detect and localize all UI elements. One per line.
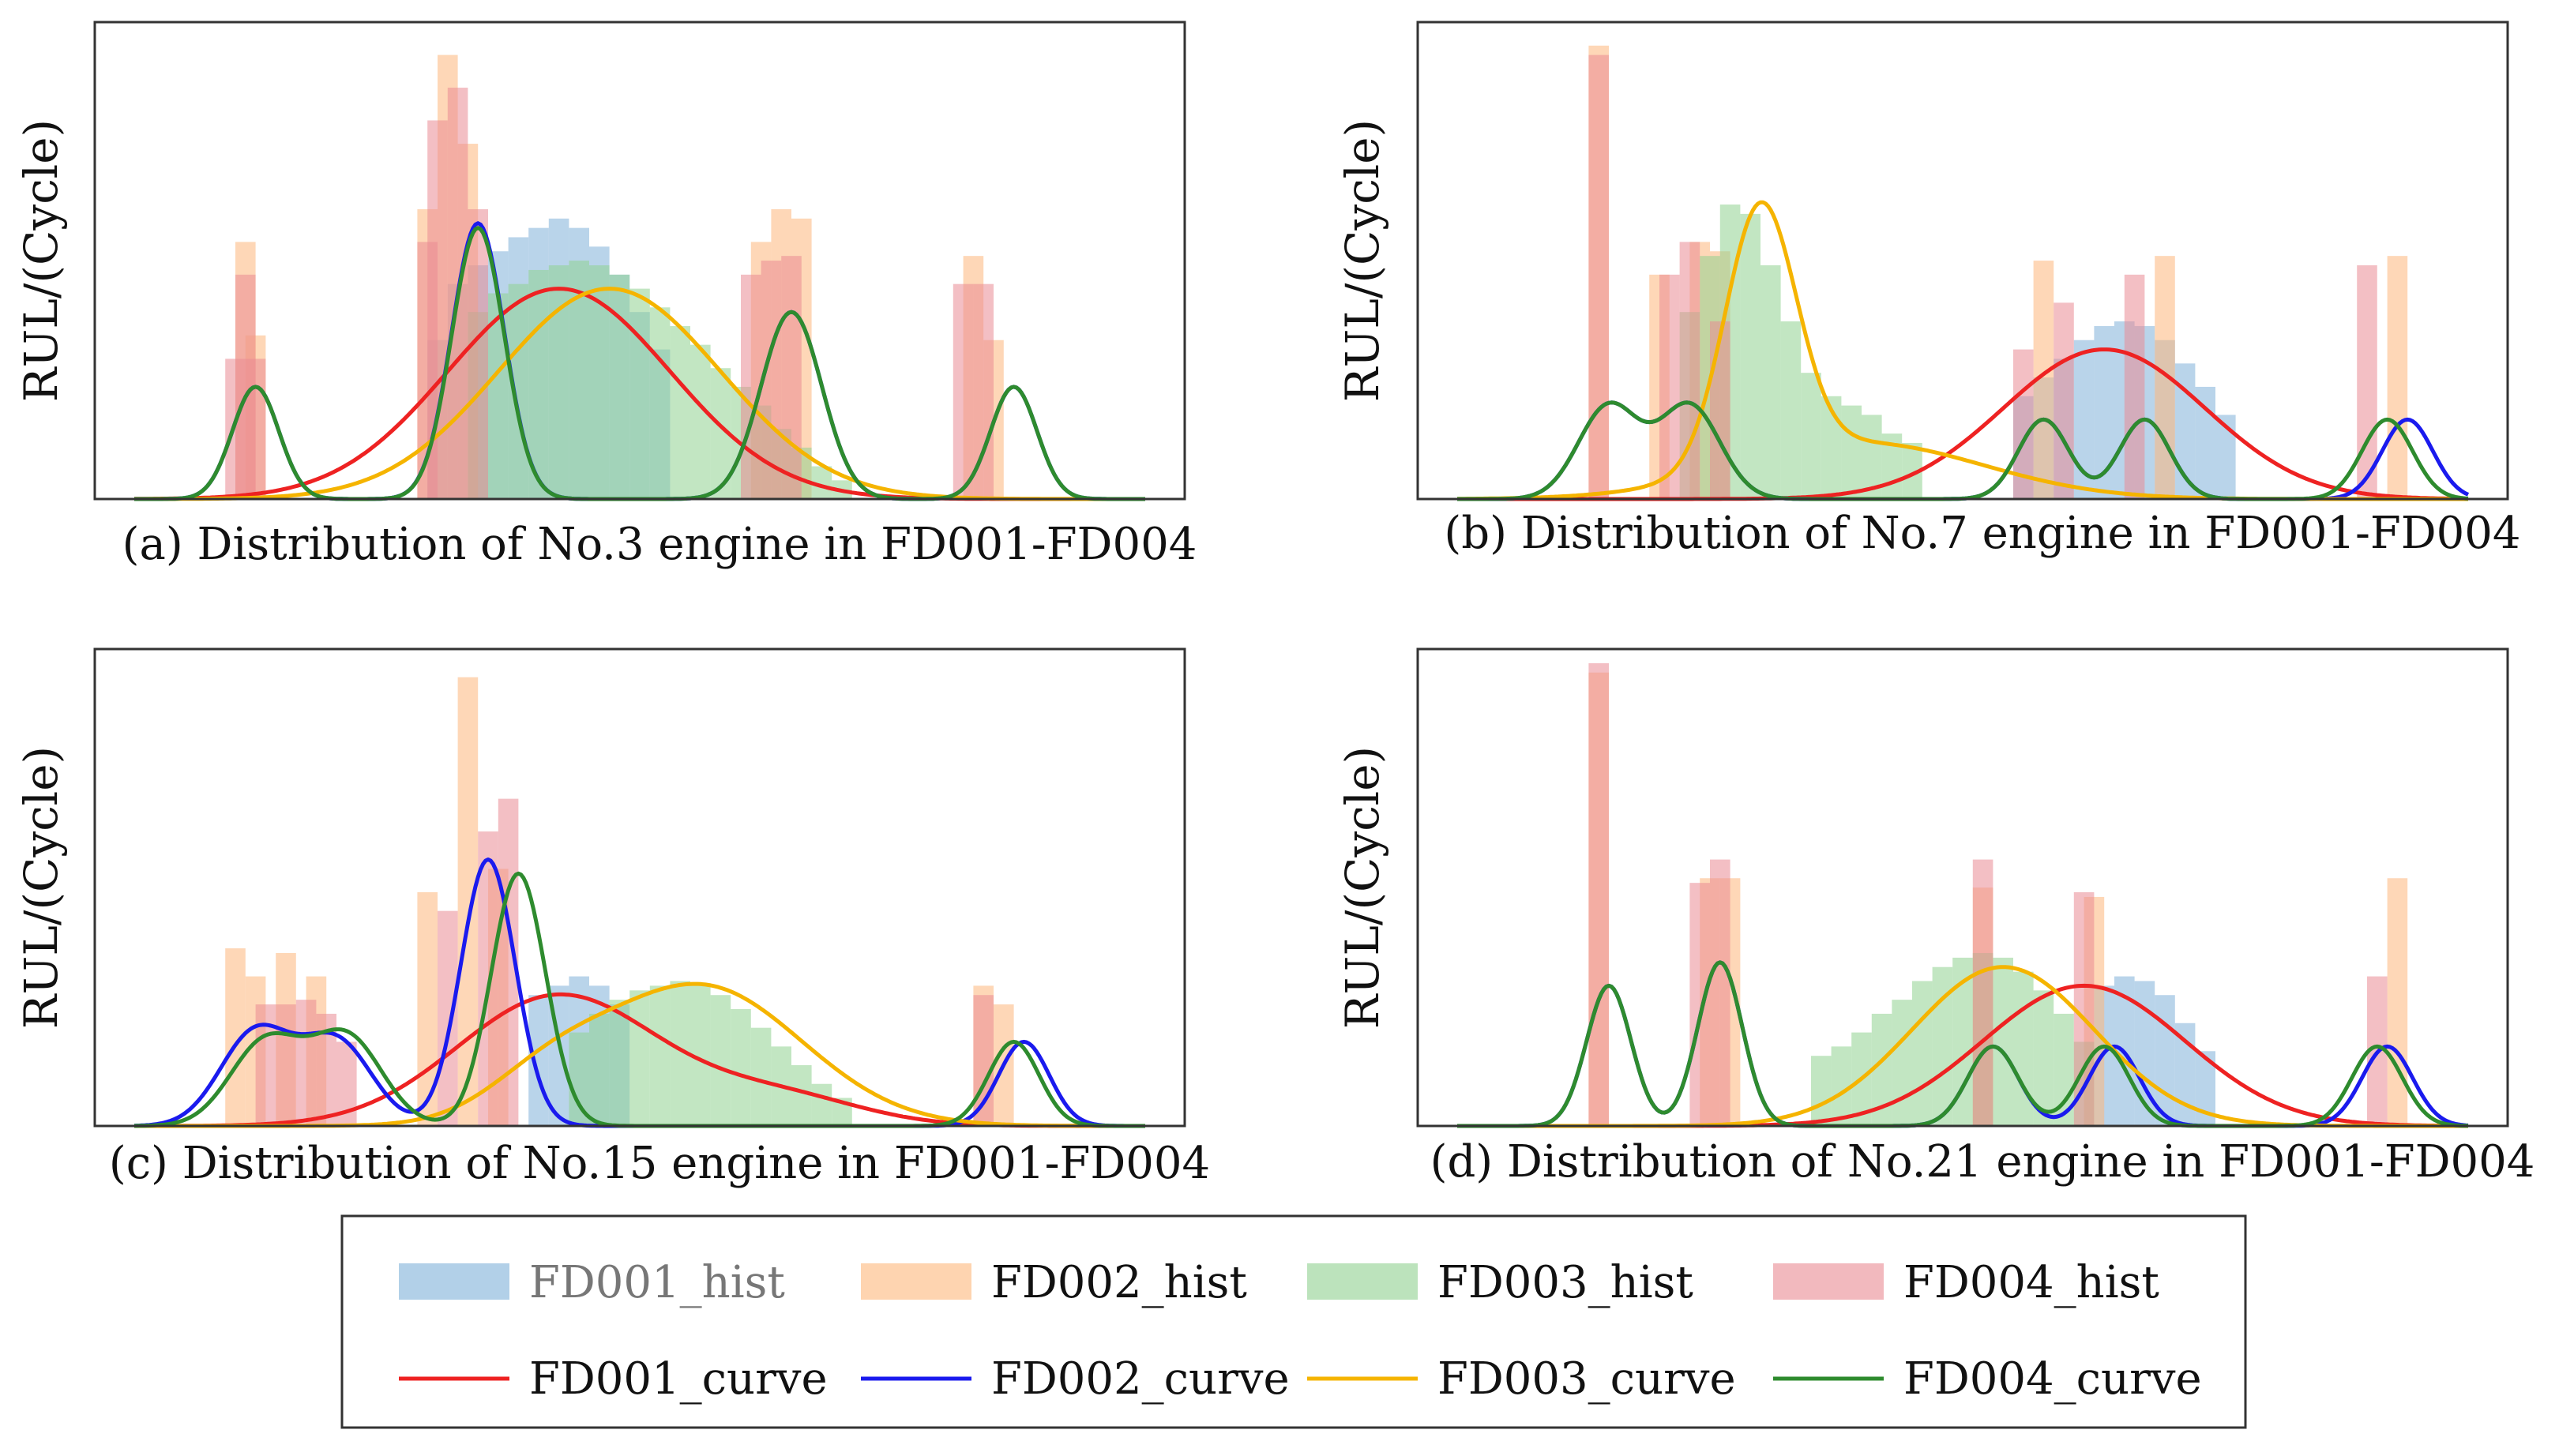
legend-swatch — [861, 1263, 971, 1300]
hist-bar — [1588, 54, 1609, 500]
hist-bar — [2215, 415, 2236, 499]
hist-bar — [953, 283, 974, 499]
hist-bar — [2387, 256, 2408, 499]
panel-caption: (d) Distribution of No.21 engine in FD00… — [1430, 1136, 2535, 1188]
hist-bar — [2054, 302, 2074, 499]
panel-4: RUL/(Cycle) (d) Distribution of No.21 eng… — [1336, 647, 2535, 1188]
legend-label: FD003_hist — [1437, 1257, 1693, 1308]
hist-bar — [589, 1013, 610, 1126]
hist-bar — [649, 307, 671, 499]
legend-swatch — [399, 1263, 509, 1300]
panel-caption: (b) Distribution of No.7 engine in FD001… — [1444, 508, 2520, 559]
panel-3: RUL/(Cycle) (c) Distribution of No.15 eng… — [14, 647, 1210, 1189]
legend-label: FD003_curve — [1437, 1353, 1736, 1405]
y-axis-label: RUL/(Cycle) — [1336, 119, 1389, 402]
hist-bar — [1588, 662, 1609, 1126]
hist-bar — [1892, 1000, 1912, 1126]
panel-2: RUL/(Cycle) (b) Distribution of No.7 engi… — [1336, 21, 2521, 559]
hist-bar — [295, 1000, 317, 1126]
hist-bar — [1972, 859, 1993, 1126]
hist-bar — [1993, 957, 2013, 1126]
hist-bar — [2124, 274, 2145, 499]
hist-bar — [2357, 265, 2377, 499]
hist-bar — [670, 325, 690, 499]
hist-bar — [731, 1009, 751, 1126]
hist-bar — [690, 344, 711, 499]
hist-bar — [508, 283, 529, 499]
legend-label: FD004_curve — [1903, 1353, 2202, 1405]
hist-bar — [750, 1027, 772, 1126]
legend-entry-FD004_curve: FD004_curve — [1773, 1353, 2202, 1405]
hist-bar — [1710, 859, 1730, 1126]
legend-entry-FD001_hist: FD001_hist — [399, 1257, 785, 1308]
hist-bar — [255, 1004, 276, 1126]
plot-frame — [93, 21, 1186, 501]
legend: FD001_hist FD002_hist FD003_hist FD004_hist… — [340, 1214, 2247, 1429]
legend-swatch — [1307, 1263, 1418, 1300]
hist-bar — [1689, 883, 1710, 1126]
hist-bar — [1912, 981, 1933, 1126]
hist-bar — [609, 274, 630, 499]
hist-bar — [1659, 274, 1680, 499]
panel-caption: (c) Distribution of No.15 engine in FD00… — [109, 1138, 1210, 1189]
legend-label: FD001_curve — [529, 1353, 828, 1405]
y-axis-label: RUL/(Cycle) — [14, 746, 68, 1029]
hist-series-FD003_hist — [468, 261, 852, 499]
hist-bar — [1740, 213, 1760, 499]
hist-bar — [1811, 1056, 1832, 1126]
hist-bar — [1780, 321, 1802, 499]
hist-series-FD004_hist — [1588, 662, 2388, 1126]
legend-label: FD002_hist — [991, 1257, 1247, 1308]
hist-bar — [609, 1000, 630, 1126]
hist-bar — [569, 1032, 589, 1126]
panel-1: RUL/(Cycle) (a) Distribution of No.3 engi… — [14, 21, 1197, 570]
hist-bar — [791, 1065, 812, 1126]
hist-bar — [741, 274, 761, 499]
panels-layer: RUL/(Cycle) (a) Distribution of No.3 engi… — [14, 21, 2535, 1189]
legend-entry-FD003_curve: FD003_curve — [1307, 1353, 1736, 1405]
hist-bar — [245, 358, 266, 499]
hist-bar — [1841, 405, 1862, 499]
hist-bar — [2013, 971, 2034, 1126]
hist-bar — [649, 985, 671, 1126]
hist-bar — [811, 1083, 832, 1126]
hist-bar — [2195, 386, 2215, 499]
legend-label: FD002_curve — [991, 1353, 1290, 1405]
legend-label: FD001_hist — [529, 1257, 785, 1308]
legend-label: FD004_hist — [1903, 1257, 2159, 1308]
hist-bar — [468, 208, 488, 499]
hist-bar — [276, 1004, 296, 1126]
legend-entry-FD003_hist: FD003_hist — [1307, 1257, 1693, 1308]
plot-frame — [93, 647, 1186, 1128]
hist-series-FD003_hist — [1811, 952, 2095, 1126]
hist-bar — [1760, 265, 1781, 499]
plot-frame — [1416, 21, 2509, 501]
legend-entry-FD002_curve: FD002_curve — [861, 1353, 1290, 1405]
y-axis-label: RUL/(Cycle) — [1336, 746, 1389, 1029]
legend-swatch — [1773, 1263, 1884, 1300]
hist-bar — [1801, 373, 1821, 499]
hist-bar — [1710, 321, 1730, 499]
hist-bar — [548, 265, 569, 499]
hist-bar — [438, 910, 458, 1126]
hist-bar — [781, 256, 802, 499]
hist-series-FD003_hist — [569, 981, 852, 1126]
plot-frame — [1416, 647, 2509, 1128]
hist-bar — [528, 995, 549, 1126]
y-axis-label: RUL/(Cycle) — [14, 119, 68, 402]
legend-entry-FD002_hist: FD002_hist — [861, 1257, 1247, 1308]
panel-caption: (a) Distribution of No.3 engine in FD001… — [122, 519, 1197, 570]
legend-entry-FD004_hist: FD004_hist — [1773, 1257, 2159, 1308]
hist-bar — [1831, 1046, 1852, 1126]
hist-bar — [973, 995, 994, 1126]
legend-frame — [340, 1214, 2247, 1429]
hist-bar — [2387, 878, 2408, 1126]
hist-bar — [417, 892, 438, 1126]
legend-entry-FD001_curve: FD001_curve — [399, 1353, 828, 1405]
hist-bar — [629, 288, 650, 499]
hist-bar — [710, 995, 731, 1126]
hist-bar — [629, 990, 650, 1126]
